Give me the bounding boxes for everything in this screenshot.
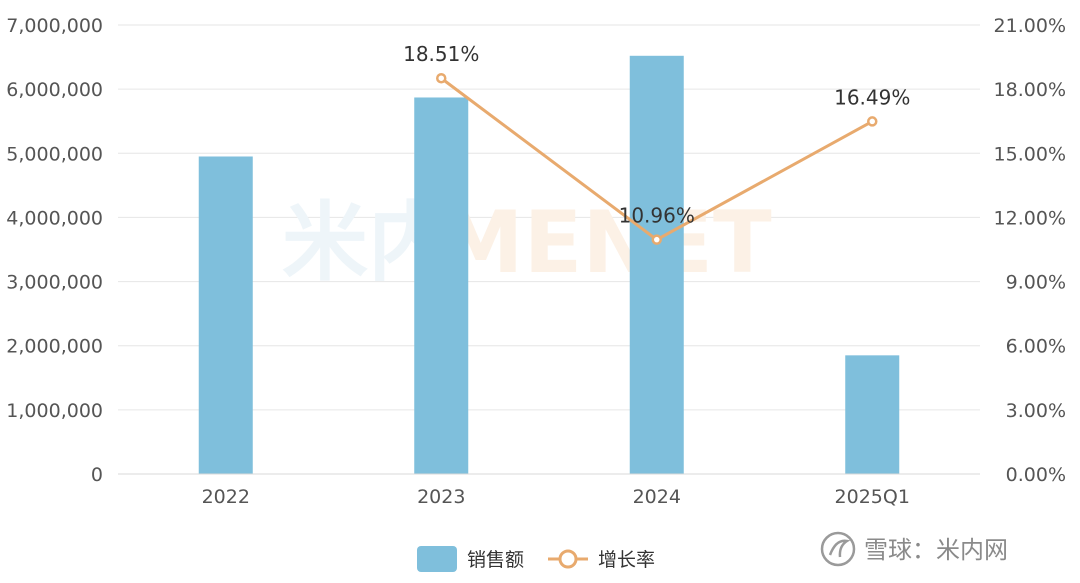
data-label: 18.51%: [403, 42, 479, 66]
x-tick-label: 2025Q1: [835, 486, 910, 508]
line-point: [651, 234, 662, 245]
left-tick-label: 5,000,000: [6, 143, 103, 165]
legend-bar-swatch: [417, 546, 457, 572]
bar: [845, 355, 900, 474]
legend: 销售额 增长率: [417, 546, 655, 572]
right-tick-label: 3.00%: [1006, 400, 1066, 422]
right-tick-label: 9.00%: [1006, 272, 1066, 294]
right-axis: 0.00% 3.00% 6.00% 9.00% 12.00% 15.00% 18.00% 21…: [994, 15, 1066, 486]
bar: [414, 97, 469, 474]
footer-text: 雪球：米内网: [864, 536, 1008, 564]
right-tick-label: 15.00%: [994, 143, 1066, 165]
data-label: 10.96%: [619, 204, 695, 228]
x-tick-label: 2022: [202, 486, 250, 508]
bar: [629, 55, 684, 474]
left-tick-label: 1,000,000: [6, 400, 103, 422]
left-tick-label: 4,000,000: [6, 207, 103, 229]
right-tick-label: 6.00%: [1006, 336, 1066, 358]
x-tick-label: 2024: [633, 486, 681, 508]
line-point: [867, 116, 878, 127]
watermark-brand: MENET: [438, 193, 772, 293]
left-axis: 0 1,000,000 2,000,000 3,000,000 4,000,000 5,0…: [6, 15, 103, 486]
left-tick-label: 7,000,000: [6, 15, 103, 37]
legend-line-marker: [558, 549, 578, 569]
left-tick-label: 6,000,000: [6, 79, 103, 101]
right-tick-label: 21.00%: [994, 15, 1066, 37]
snowball-icon: [820, 531, 856, 567]
x-axis: 2022 2023 2024 2025Q1: [118, 473, 980, 508]
line-series: 18.51% 10.96% 16.49%: [403, 42, 910, 245]
gridlines: [118, 24, 980, 475]
bar: [198, 156, 253, 474]
left-tick-label: 0: [91, 464, 103, 486]
right-tick-label: 18.00%: [994, 79, 1066, 101]
bar-series: [198, 55, 900, 474]
data-label: 16.49%: [834, 85, 910, 109]
line-point: [436, 72, 447, 84]
right-tick-label: 0.00%: [1006, 464, 1066, 486]
left-tick-label: 3,000,000: [6, 272, 103, 294]
right-tick-label: 12.00%: [994, 207, 1066, 229]
x-tick-label: 2023: [417, 486, 465, 508]
watermark: 米内 MENET: [282, 193, 772, 293]
left-tick-label: 2,000,000: [6, 336, 103, 358]
legend-bar-label: 销售额: [467, 549, 524, 571]
legend-line-label: 增长率: [598, 549, 655, 571]
footer-watermark: 雪球：米内网: [820, 531, 1008, 567]
